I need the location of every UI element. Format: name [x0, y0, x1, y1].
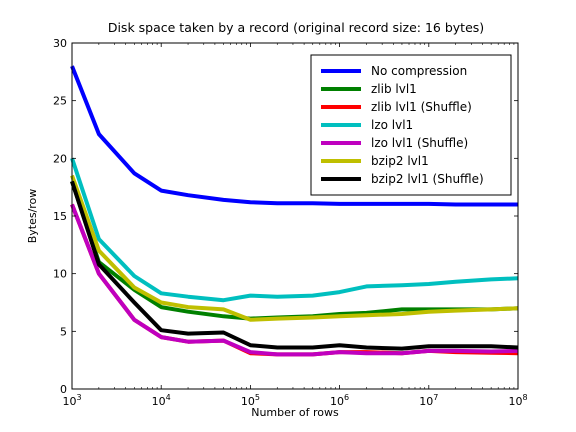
- y-tick-label-6: 30: [53, 37, 67, 50]
- legend-label-2: zlib lvl1 (Shuffle): [371, 100, 472, 114]
- legend-label-4: lzo lvl1 (Shuffle): [371, 136, 468, 150]
- series-line-3: [70, 157, 519, 303]
- series-line-0: [70, 65, 518, 207]
- legend-label-3: lzo lvl1: [371, 118, 413, 132]
- y-tick-label-2: 10: [53, 268, 67, 281]
- legend-label-5: bzip2 lvl1: [371, 154, 429, 168]
- x-tick-label-5: 108: [508, 393, 527, 408]
- legend-label-1: zlib lvl1: [371, 82, 417, 96]
- x-axis-label: Number of rows: [251, 406, 339, 419]
- x-axis: 103 104 105 106 107 108: [62, 43, 528, 408]
- x-tick-label-2: 105: [241, 393, 260, 408]
- y-tick-label-4: 20: [53, 152, 67, 165]
- x-tick-label-0: 103: [62, 393, 81, 408]
- y-axis: 0 5 10 15 20 25 30: [53, 37, 518, 396]
- series-line-4: [70, 203, 519, 357]
- series-line-6: [70, 180, 519, 351]
- y-axis-label: Bytes/row: [26, 189, 39, 244]
- chart-title: Disk space taken by a record (original r…: [108, 20, 484, 35]
- x-tick-label-4: 107: [419, 393, 438, 408]
- y-tick-label-1: 5: [60, 325, 67, 338]
- y-tick-label-5: 25: [53, 95, 67, 108]
- x-tick-label-1: 104: [152, 393, 171, 408]
- legend-label-6: bzip2 lvl1 (Shuffle): [371, 172, 484, 186]
- series-line-5: [70, 174, 519, 322]
- series-layer: [70, 65, 519, 357]
- y-tick-label-0: 0: [60, 383, 67, 396]
- legend: No compression zlib lvl1 zlib lvl1 (Shuffl…: [310, 54, 512, 196]
- x-tick-label-3: 106: [330, 393, 349, 408]
- y-tick-label-3: 15: [53, 210, 67, 223]
- legend-label-0: No compression: [371, 64, 467, 78]
